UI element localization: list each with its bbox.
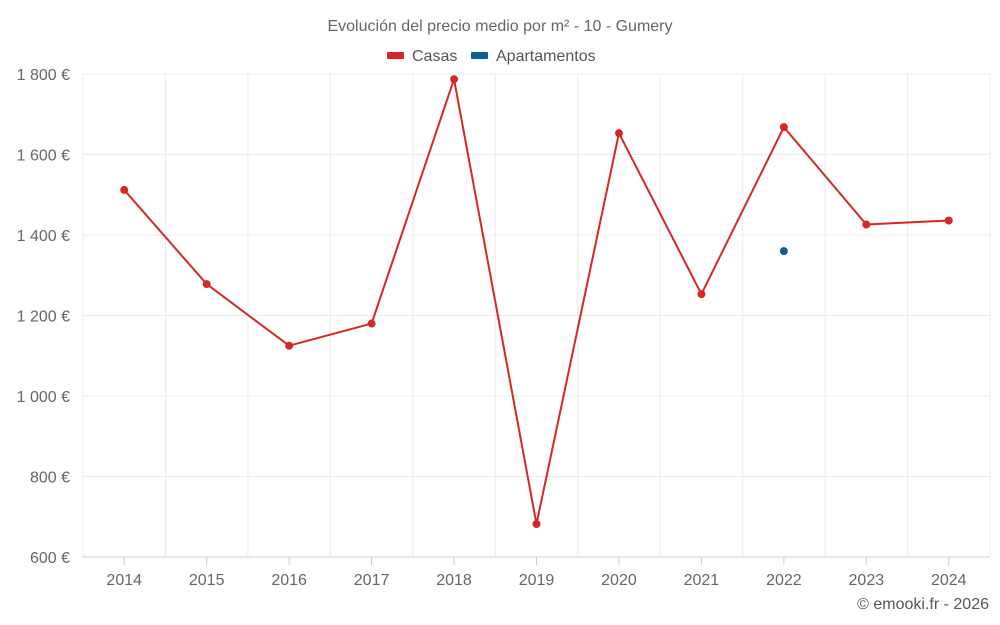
x-tick-label: 2020	[601, 572, 637, 589]
credit-text: © emooki.fr - 2026	[857, 596, 989, 613]
x-tick-label: 2018	[436, 572, 472, 589]
x-tick-label: 2022	[766, 572, 802, 589]
data-point[interactable]	[367, 319, 376, 328]
x-tick-label: 2023	[849, 572, 885, 589]
data-point[interactable]	[285, 341, 294, 350]
data-point[interactable]	[944, 216, 953, 225]
legend-item-casas[interactable]: Casas	[387, 48, 457, 65]
series	[120, 75, 953, 528]
data-point[interactable]	[862, 220, 871, 229]
x-tick-label: 2017	[354, 572, 390, 589]
x-tick-label: 2014	[106, 572, 142, 589]
y-tick-label: 600 €	[30, 550, 70, 567]
legend-label-casas: Casas	[412, 48, 457, 65]
grid	[82, 73, 991, 557]
data-point[interactable]	[120, 185, 129, 194]
x-tick-label: 2015	[189, 572, 225, 589]
y-tick-label: 800 €	[30, 470, 70, 487]
x-tick-label: 2024	[931, 572, 967, 589]
y-tick-label: 1 000 €	[17, 389, 70, 406]
x-tick-label: 2016	[271, 572, 307, 589]
y-tick-label: 1 800 €	[17, 67, 70, 84]
legend: Casas Apartamentos	[387, 48, 596, 65]
x-tick-label: 2021	[684, 572, 720, 589]
legend-swatch-apartamentos	[471, 52, 488, 59]
legend-item-apartamentos[interactable]: Apartamentos	[471, 48, 596, 65]
data-point[interactable]	[614, 129, 623, 138]
legend-label-apartamentos: Apartamentos	[496, 48, 596, 65]
axes: 600 € 800 € 1 000 € 1 200 € 1 400 € 1 600 € 1 …	[17, 67, 990, 589]
data-point[interactable]	[450, 75, 459, 84]
y-tick-label: 1 200 €	[17, 309, 70, 326]
x-tick-label: 2019	[519, 572, 555, 589]
chart-title: Evolución del precio medio por m² - 10 -…	[327, 18, 672, 35]
y-tick-label: 1 600 €	[17, 148, 70, 165]
data-point[interactable]	[697, 290, 706, 299]
legend-swatch-casas	[387, 52, 404, 59]
data-point[interactable]	[532, 519, 541, 528]
data-point[interactable]	[779, 123, 788, 132]
y-tick-label: 1 400 €	[17, 228, 70, 245]
data-point[interactable]	[779, 247, 788, 256]
data-point[interactable]	[202, 280, 211, 289]
